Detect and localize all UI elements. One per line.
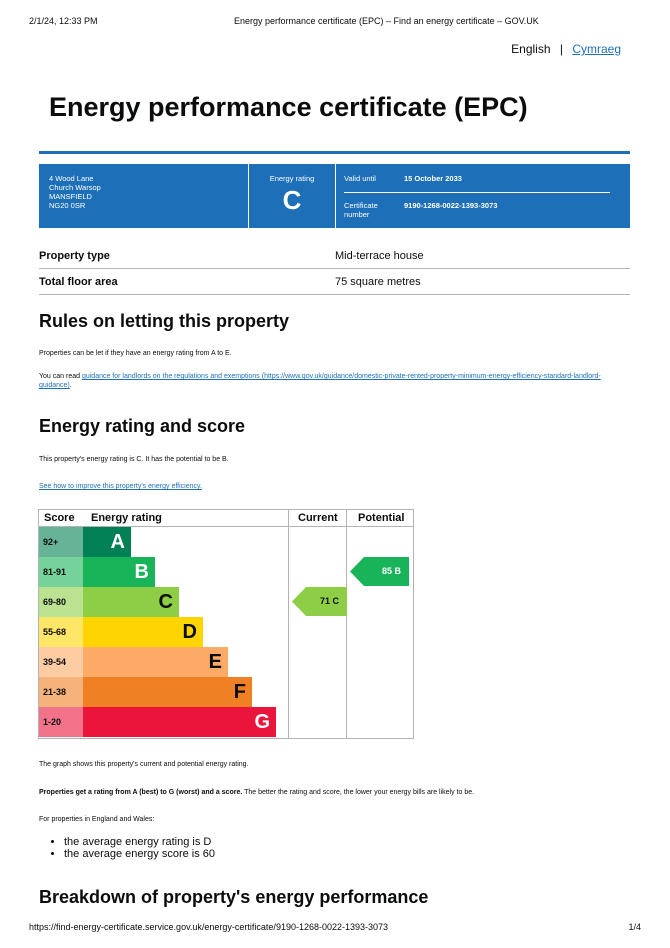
rating-bar-e: E [83, 647, 228, 677]
lang-english: English [511, 42, 551, 56]
print-title: Energy performance certificate (EPC) – F… [234, 16, 539, 26]
floor-area-value: 75 square metres [335, 275, 421, 288]
rating-bar-f: F [83, 677, 252, 707]
rating-bar-g: G [83, 707, 276, 737]
score-band-e: 39-54 [39, 647, 83, 677]
rating-bar-b: B [83, 557, 155, 587]
floor-area-label: Total floor area [39, 275, 118, 288]
page-title: Energy performance certificate (EPC) [49, 92, 528, 122]
header-divider [39, 526, 413, 527]
averages-list: the average energy rating is D the avera… [64, 836, 215, 860]
address-line: Church Warsop [49, 183, 101, 192]
address: 4 Wood Lane Church Warsop MANSFIELD NG20… [39, 164, 249, 228]
header-energy-rating: Energy rating [91, 512, 162, 524]
valid-until-value: 15 October 2033 [404, 174, 462, 183]
rating-text: This property's energy rating is C. It h… [39, 456, 229, 463]
print-datetime: 2/1/24, 12:33 PM [29, 16, 98, 26]
score-band-d: 55-68 [39, 617, 83, 647]
header-potential: Potential [358, 512, 405, 524]
floor-area-row: Total floor area 75 square metres [39, 269, 630, 295]
lang-welsh-link[interactable]: Cymraeg [572, 42, 621, 56]
rules-text: Properties can be let if they have an en… [39, 350, 232, 357]
score-band-a: 92+ [39, 527, 83, 557]
improve-link[interactable]: See how to improve this property's energ… [39, 483, 202, 490]
current-rating-arrow: 71 C [292, 587, 347, 616]
rating-bar-a: A [83, 527, 131, 557]
energy-rating-label: Energy rating [269, 174, 315, 183]
average-score: the average energy score is 60 [64, 848, 215, 860]
footer-url: https://find-energy-certificate.service.… [29, 922, 389, 932]
address-line: NG20 0SR [49, 201, 86, 210]
rating-explanation-bold: Properties get a rating from A (best) to… [39, 789, 243, 796]
score-band-g: 1-20 [39, 707, 83, 737]
property-type-row: Property type Mid-terrace house [39, 243, 630, 269]
divider [346, 510, 347, 738]
property-type-label: Property type [39, 249, 110, 262]
property-type-value: Mid-terrace house [335, 249, 424, 262]
certificate-number-label: Certificate number [344, 201, 378, 219]
score-band-f: 21-38 [39, 677, 83, 707]
rating-bar-c: C [83, 587, 179, 617]
title-rule [39, 151, 630, 154]
energy-rating-value: C [282, 185, 302, 215]
average-rating: the average energy rating is D [64, 836, 215, 848]
divider [288, 510, 289, 738]
rating-bar-d: D [83, 617, 203, 647]
certificate-meta: Valid until 15 October 2033 Certificate n… [336, 164, 630, 228]
rating-explanation: Properties get a rating from A (best) to… [39, 788, 474, 797]
certificate-number-value: 9190-1268-0022-1393-3073 [404, 201, 498, 210]
rules-guidance: You can read guidance for landlords on t… [39, 372, 619, 390]
address-line: MANSFIELD [49, 192, 92, 201]
guidance-suffix: . [69, 382, 72, 389]
rating-heading: Energy rating and score [39, 416, 246, 436]
breakdown-heading: Breakdown of property's energy performan… [39, 887, 429, 907]
lang-separator: | [559, 42, 563, 56]
header-current: Current [298, 512, 338, 524]
footer-page: 1/4 [628, 922, 641, 932]
guidance-link[interactable]: guidance for landlords on the regulation… [39, 373, 601, 389]
rules-heading: Rules on letting this property [39, 311, 290, 331]
header-score: Score [44, 512, 75, 524]
score-band-b: 81-91 [39, 557, 83, 587]
graph-caption: The graph shows this property's current … [39, 761, 249, 768]
address-line: 4 Wood Lane [49, 174, 94, 183]
language-switcher: English | Cymraeg [511, 42, 621, 56]
guidance-prefix: You can read [39, 373, 82, 380]
valid-until-label: Valid until [344, 174, 376, 183]
potential-rating-arrow: 85 B [350, 557, 409, 586]
energy-rating-box: Energy rating C [249, 164, 336, 228]
rating-explanation-rest: The better the rating and score, the low… [242, 789, 475, 796]
england-wales-intro: For properties in England and Wales: [39, 816, 155, 823]
energy-rating-chart: Score Energy rating Current Potential 92… [38, 509, 414, 739]
score-band-c: 69-80 [39, 587, 83, 617]
epc-banner: 4 Wood Lane Church Warsop MANSFIELD NG20… [39, 164, 630, 228]
